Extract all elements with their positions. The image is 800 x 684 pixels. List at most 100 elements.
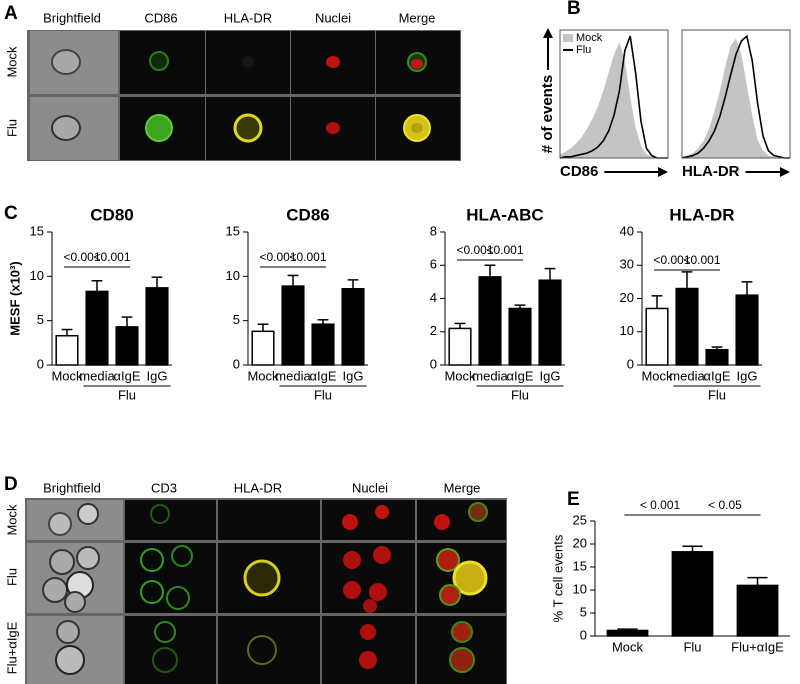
panel-letter: D — [4, 474, 18, 495]
plot-frame — [681, 29, 791, 159]
column-label: Merge — [399, 10, 436, 25]
column-label: Nuclei — [352, 480, 388, 495]
significance-label: <0.001 — [683, 253, 720, 267]
bar — [645, 307, 669, 366]
axis-arrow-head — [543, 28, 553, 38]
x-tick-label: αIgE — [703, 368, 730, 383]
image-grid-a — [27, 30, 461, 161]
y-tick-label: 0 — [37, 356, 44, 371]
legend-label: Mock — [576, 32, 603, 44]
y-axis-label: MESF (x10³) — [7, 261, 22, 335]
y-tick-label: 15 — [573, 558, 587, 573]
significance-label: <0.001 — [289, 250, 326, 264]
line — [559, 35, 668, 159]
row-label: Mock — [4, 46, 19, 78]
significance-label: <0.001 — [653, 253, 690, 267]
x-tick-label: Mock — [51, 368, 83, 383]
column-label: Brightfield — [43, 10, 101, 25]
y-tick-label: 5 — [580, 604, 587, 619]
y-tick-label: 20 — [620, 290, 634, 305]
line — [681, 34, 790, 159]
x-axis-label: HLA-DR — [682, 163, 740, 180]
x-tick-label: media — [472, 368, 508, 383]
y-tick-label: 15 — [226, 223, 240, 238]
bar — [115, 326, 139, 366]
bar — [478, 276, 502, 366]
x-tick-label: media — [275, 368, 311, 383]
y-tick-label: 5 — [233, 312, 240, 327]
plot-frame — [559, 29, 669, 159]
column-label: CD3 — [151, 480, 177, 495]
column-label: Merge — [444, 480, 481, 495]
legend-label: Flu — [576, 44, 591, 56]
x-tick-label: αIgE — [506, 368, 533, 383]
y-tick-label: 10 — [620, 323, 634, 338]
row-label: Flu — [4, 119, 19, 137]
y-tick-label: 40 — [620, 223, 634, 238]
x-tick-label: Mock — [641, 368, 673, 383]
chart-title: HLA-ABC — [466, 205, 543, 224]
image-grid-d — [25, 498, 507, 684]
y-tick-label: 0 — [627, 356, 634, 371]
significance-label: <0.001 — [486, 243, 523, 257]
x-tick-label: IgG — [147, 368, 168, 383]
y-tick-label: 0 — [580, 627, 587, 642]
legend-swatch — [563, 34, 573, 42]
x-tick-label: Mock — [612, 639, 644, 654]
bar — [281, 285, 305, 366]
bar — [311, 323, 335, 366]
y-tick-label: 6 — [430, 257, 437, 272]
x-axis-label: CD86 — [560, 163, 598, 180]
area — [682, 38, 790, 158]
bar — [705, 348, 729, 366]
x-tick-label: IgG — [343, 368, 364, 383]
bar — [55, 334, 79, 366]
column-label: CD86 — [144, 10, 177, 25]
significance-label: <0.001 — [456, 243, 493, 257]
axis-arrow-head — [780, 167, 790, 177]
y-tick-label: 2 — [430, 323, 437, 338]
x-tick-label: IgG — [540, 368, 561, 383]
bar — [735, 294, 759, 366]
chart-title: HLA-DR — [669, 205, 734, 224]
bar — [85, 290, 109, 366]
bar — [671, 551, 714, 637]
y-tick-label: 10 — [573, 581, 587, 596]
y-tick-label: 5 — [37, 312, 44, 327]
significance-label: <0.001 — [259, 250, 296, 264]
bar — [145, 287, 169, 366]
panel-letter: A — [4, 3, 18, 24]
y-tick-label: 20 — [573, 535, 587, 550]
x-tick-label: media — [79, 368, 115, 383]
bar — [508, 307, 532, 366]
y-tick-label: 10 — [226, 268, 240, 283]
column-label: HLA-DR — [224, 10, 272, 25]
group-label: Flu — [314, 387, 332, 402]
y-axis-label: # of events — [539, 75, 556, 153]
bar — [606, 629, 649, 637]
y-axis-label: % T cell events — [550, 534, 565, 622]
chart-title: CD86 — [286, 205, 329, 224]
y-tick-label: 30 — [620, 257, 634, 272]
column-label: HLA-DR — [234, 480, 282, 495]
chart-title: CD80 — [90, 205, 133, 224]
row-label: Flu+αIgE — [4, 621, 19, 674]
y-tick-label: 10 — [30, 268, 44, 283]
x-tick-label: αIgE — [309, 368, 336, 383]
x-tick-label: Flu+αIgE — [731, 639, 784, 654]
x-tick-label: media — [669, 368, 705, 383]
bar — [675, 287, 699, 366]
bar — [251, 330, 275, 366]
significance-label: < 0.05 — [708, 498, 742, 512]
y-tick-label: 25 — [573, 512, 587, 527]
y-tick-label: 0 — [233, 356, 240, 371]
column-label: Nuclei — [315, 10, 351, 25]
area — [560, 42, 668, 158]
y-tick-label: 8 — [430, 223, 437, 238]
x-tick-label: IgG — [737, 368, 758, 383]
significance-label: <0.001 — [63, 250, 100, 264]
significance-label: < 0.001 — [640, 498, 681, 512]
y-tick-label: 4 — [430, 290, 437, 305]
